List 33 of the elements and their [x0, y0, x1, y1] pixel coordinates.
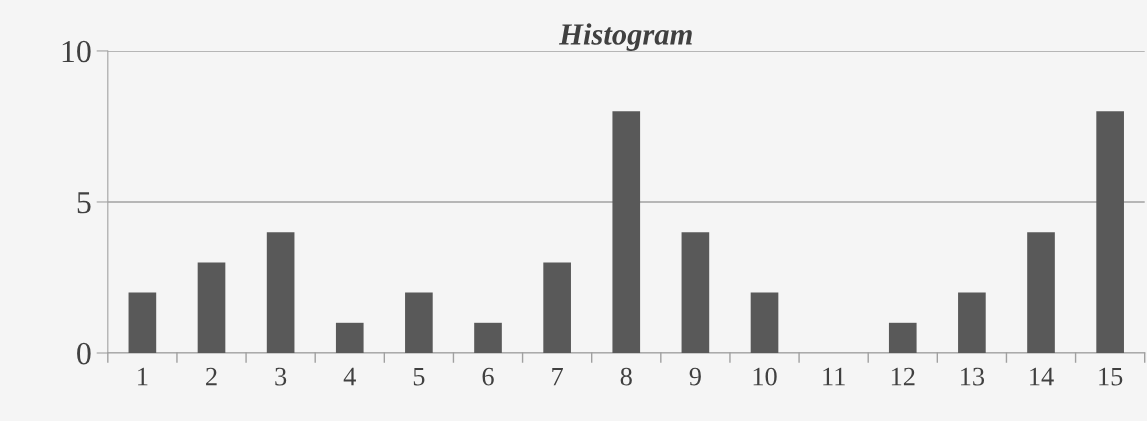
x-tick-label: 1	[138, 367, 148, 386]
bar	[543, 262, 571, 354]
x-tick-label: 14	[1030, 367, 1054, 386]
x-tick-label: 10	[753, 367, 777, 386]
x-tick-label: 9	[689, 367, 701, 386]
x-tick-label: 15	[1099, 367, 1123, 386]
bar	[128, 292, 157, 354]
x-tick-label: 2	[206, 367, 217, 386]
bar	[335, 322, 364, 354]
bar	[612, 111, 641, 354]
y-tick-label: 10	[62, 40, 91, 63]
bar	[197, 262, 226, 354]
x-tick-label: 13	[961, 367, 985, 386]
y-tick-label: 5	[77, 192, 91, 214]
x-tick-label: 5	[413, 367, 425, 386]
bar	[266, 232, 295, 354]
bar	[750, 292, 779, 354]
x-tick-label: 11	[823, 367, 845, 386]
x-tick-label: 7	[552, 367, 563, 386]
bar	[681, 232, 710, 354]
x-tick-label: 6	[482, 367, 494, 386]
chart-title: Histogram	[558, 23, 692, 51]
x-tick-label: 3	[275, 367, 287, 386]
y-tick-label: 0	[77, 342, 91, 365]
bar	[474, 322, 502, 354]
bar	[888, 322, 917, 354]
x-tick-label: 4	[343, 367, 356, 386]
bar	[1027, 232, 1055, 354]
bar	[958, 292, 986, 354]
bar	[405, 292, 433, 354]
x-tick-label: 8	[620, 367, 632, 386]
x-tick-label: 12	[891, 367, 915, 386]
bar	[1096, 111, 1124, 354]
